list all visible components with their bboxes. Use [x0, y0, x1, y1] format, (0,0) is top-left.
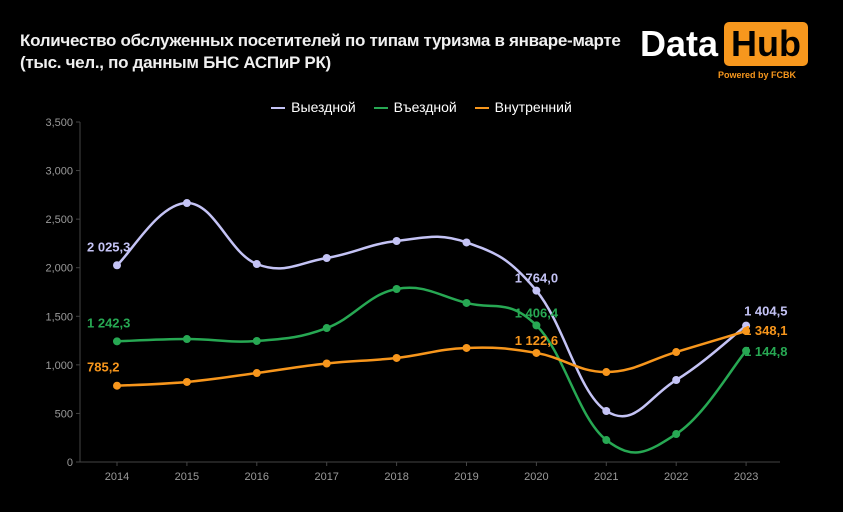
data-point — [252, 336, 261, 345]
legend-item-0[interactable]: Выездной — [271, 99, 356, 115]
y-tick-label: 3,500 — [45, 117, 73, 129]
datahub-logo: Data Hub Powered by FCBK — [640, 22, 809, 80]
data-point — [532, 321, 541, 330]
y-tick-label: 1,000 — [45, 360, 73, 372]
logo-data: Data — [640, 23, 719, 64]
y-tick-label: 2,000 — [45, 263, 73, 275]
chart-title: Количество обслуженных посетителей по ти… — [20, 30, 621, 74]
data-point — [392, 353, 401, 362]
logo-powered: Powered by FCBK — [718, 70, 797, 80]
x-tick-label: 2016 — [245, 471, 269, 483]
y-tick-label: 500 — [55, 408, 73, 420]
data-label: 785,2 — [87, 360, 120, 375]
data-point — [532, 348, 541, 357]
data-point — [462, 343, 471, 352]
data-point — [322, 359, 331, 368]
legend-item-1[interactable]: Въездной — [373, 99, 457, 115]
series-line-1 — [116, 286, 748, 454]
data-point — [602, 407, 611, 415]
data-point — [113, 381, 121, 390]
data-point — [742, 327, 751, 336]
y-tick-label: 3,000 — [45, 166, 73, 178]
data-point — [252, 260, 261, 269]
data-point — [462, 238, 471, 247]
data-point — [392, 284, 401, 293]
x-tick-label: 2018 — [384, 471, 408, 483]
x-tick-label: 2017 — [314, 471, 338, 483]
x-tick-label: 2014 — [105, 471, 129, 483]
data-point — [742, 321, 751, 330]
data-point — [113, 337, 121, 346]
data-point — [322, 324, 331, 333]
data-point — [602, 368, 611, 377]
data-point — [322, 254, 331, 262]
x-tick-label: 2015 — [175, 471, 199, 483]
data-label: 1 764,0 — [515, 271, 558, 286]
series-line-0 — [116, 201, 747, 418]
y-tick-label: 0 — [67, 457, 73, 469]
data-point — [462, 298, 471, 307]
data-point — [602, 436, 611, 445]
legend: Выездной Въездной Внутренний — [0, 99, 843, 115]
data-label: 1 242,3 — [87, 315, 130, 330]
x-tick-label: 2020 — [524, 471, 548, 483]
data-point — [672, 376, 681, 385]
x-tick-label: 2021 — [594, 471, 618, 483]
legend-item-2[interactable]: Внутренний — [474, 99, 572, 115]
data-point — [182, 377, 191, 386]
y-tick-label: 1,500 — [45, 311, 73, 323]
title-line-1: Количество обслуженных посетителей по ти… — [20, 31, 621, 50]
data-point — [392, 237, 401, 245]
data-label: 1 404,5 — [744, 304, 787, 319]
data-point — [532, 286, 541, 295]
data-point — [252, 369, 261, 378]
data-point — [182, 199, 191, 208]
data-label: 1 348,1 — [744, 323, 787, 338]
data-point — [182, 335, 191, 344]
data-point — [672, 430, 681, 439]
data-point — [113, 261, 121, 270]
data-label: 1 144,8 — [744, 344, 787, 359]
data-point — [672, 348, 681, 357]
data-label: 1 122,6 — [515, 333, 558, 348]
series-line-2 — [116, 329, 747, 387]
x-tick-label: 2019 — [454, 471, 478, 483]
data-point — [742, 346, 751, 355]
data-label: 1 406,4 — [515, 305, 559, 320]
title-line-2: (тыс. чел., по данным БНС АСПиР РК) — [20, 53, 331, 72]
data-label: 2 025,3 — [87, 239, 130, 254]
y-tick-label: 2,500 — [45, 214, 73, 226]
logo-hub: Hub — [724, 22, 809, 66]
x-tick-label: 2023 — [734, 471, 758, 483]
x-tick-label: 2022 — [664, 471, 688, 483]
